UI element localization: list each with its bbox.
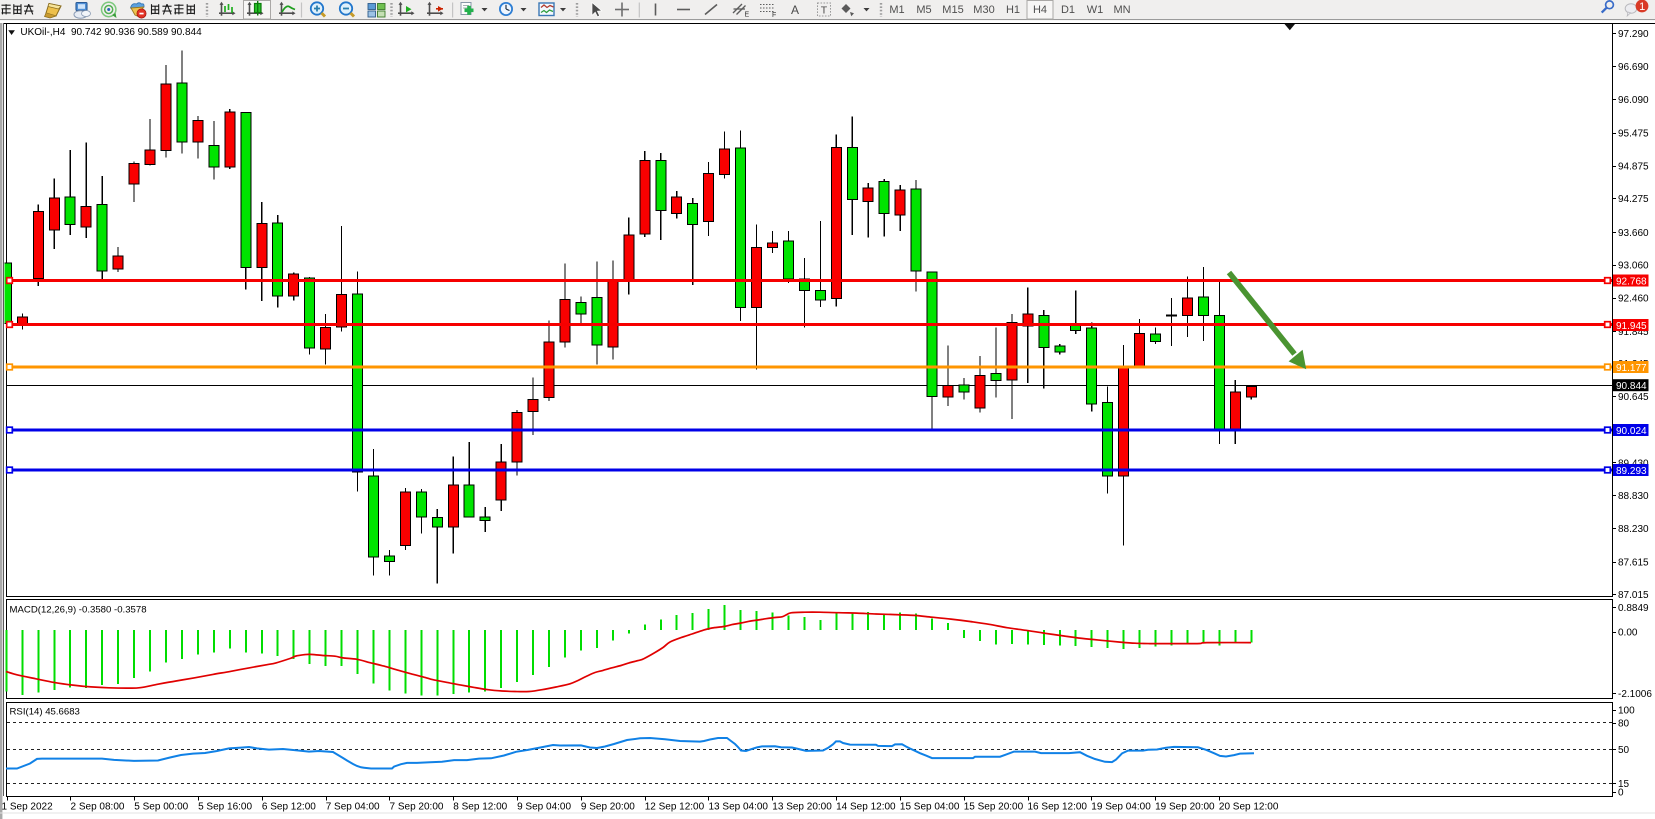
svg-text:94.275: 94.275	[1618, 194, 1649, 205]
svg-text:96.690: 96.690	[1618, 62, 1649, 73]
svg-text:50: 50	[1618, 745, 1630, 756]
svg-text:19 Sep 04:00: 19 Sep 04:00	[1091, 802, 1151, 813]
svg-text:19 Sep 20:00: 19 Sep 20:00	[1155, 802, 1215, 813]
svg-text:H1: H1	[1006, 4, 1020, 16]
svg-text:-2.1006: -2.1006	[1618, 689, 1652, 700]
svg-text:96.090: 96.090	[1618, 95, 1649, 106]
svg-text:2 Sep 08:00: 2 Sep 08:00	[71, 802, 125, 813]
svg-text:M15: M15	[942, 4, 963, 16]
svg-text:15 Sep 04:00: 15 Sep 04:00	[900, 802, 960, 813]
svg-text:16 Sep 12:00: 16 Sep 12:00	[1028, 802, 1088, 813]
svg-text:7 Sep 04:00: 7 Sep 04:00	[326, 802, 380, 813]
svg-text:87.015: 87.015	[1618, 590, 1649, 601]
svg-text:80: 80	[1618, 718, 1630, 729]
svg-text:1 Sep 2022: 1 Sep 2022	[2, 802, 54, 813]
svg-text:9 Sep 20:00: 9 Sep 20:00	[581, 802, 635, 813]
svg-text:89.293: 89.293	[1616, 466, 1647, 477]
svg-text:0: 0	[1618, 787, 1624, 798]
svg-text:UKOil-,H4 90.742 90.936 90.58: UKOil-,H4 90.742 90.936 90.589 90.844	[20, 27, 202, 38]
svg-text:12 Sep 12:00: 12 Sep 12:00	[645, 802, 705, 813]
svg-text:6 Sep 12:00: 6 Sep 12:00	[262, 802, 316, 813]
svg-text:90.645: 90.645	[1618, 392, 1649, 403]
svg-text:D1: D1	[1061, 4, 1075, 16]
svg-text:94.875: 94.875	[1618, 161, 1649, 172]
svg-text:M5: M5	[916, 4, 931, 16]
svg-text:90.024: 90.024	[1616, 426, 1647, 437]
svg-text:F: F	[772, 12, 776, 19]
svg-text:97.290: 97.290	[1618, 29, 1649, 40]
svg-text:0.00: 0.00	[1618, 627, 1638, 638]
svg-text:87.615: 87.615	[1618, 558, 1649, 569]
svg-text:T: T	[821, 5, 828, 17]
svg-text:15: 15	[1618, 779, 1630, 790]
svg-text:M30: M30	[973, 4, 994, 16]
svg-text:5 Sep 16:00: 5 Sep 16:00	[198, 802, 252, 813]
svg-text:13 Sep 04:00: 13 Sep 04:00	[709, 802, 769, 813]
svg-text:MN: MN	[1113, 4, 1130, 16]
svg-text:13 Sep 20:00: 13 Sep 20:00	[772, 802, 832, 813]
svg-text:W1: W1	[1087, 4, 1104, 16]
svg-text:RSI(14) 45.6683: RSI(14) 45.6683	[10, 707, 80, 718]
svg-text:14 Sep 12:00: 14 Sep 12:00	[836, 802, 896, 813]
svg-text:93.660: 93.660	[1618, 228, 1649, 239]
svg-text:92.768: 92.768	[1616, 277, 1647, 288]
svg-text:7 Sep 20:00: 7 Sep 20:00	[390, 802, 444, 813]
svg-text:88.230: 88.230	[1618, 524, 1649, 535]
svg-text:95.475: 95.475	[1618, 129, 1649, 140]
svg-text:100: 100	[1618, 706, 1635, 717]
svg-text:88.830: 88.830	[1618, 491, 1649, 502]
svg-text:15 Sep 20:00: 15 Sep 20:00	[964, 802, 1024, 813]
svg-text:91.177: 91.177	[1616, 363, 1647, 374]
svg-text:H4: H4	[1033, 4, 1047, 16]
svg-text:93.060: 93.060	[1618, 261, 1649, 272]
svg-text:0.8849: 0.8849	[1618, 603, 1649, 614]
svg-text:M1: M1	[889, 4, 904, 16]
svg-text:92.460: 92.460	[1618, 293, 1649, 304]
svg-text:5 Sep 00:00: 5 Sep 00:00	[134, 802, 188, 813]
svg-text:E: E	[745, 12, 750, 19]
svg-text:89.430: 89.430	[1618, 458, 1649, 469]
svg-text:91.945: 91.945	[1616, 321, 1647, 332]
svg-text:20 Sep 12:00: 20 Sep 12:00	[1219, 802, 1279, 813]
svg-text:8 Sep 12:00: 8 Sep 12:00	[453, 802, 507, 813]
svg-text:91.845: 91.845	[1618, 327, 1649, 338]
svg-text:9 Sep 04:00: 9 Sep 04:00	[517, 802, 571, 813]
svg-text:1: 1	[1639, 1, 1645, 13]
svg-text:A: A	[791, 3, 799, 17]
svg-text:90.844: 90.844	[1616, 381, 1647, 392]
svg-text:MACD(12,26,9) -0.3580 -0.3578: MACD(12,26,9) -0.3580 -0.3578	[10, 604, 147, 615]
